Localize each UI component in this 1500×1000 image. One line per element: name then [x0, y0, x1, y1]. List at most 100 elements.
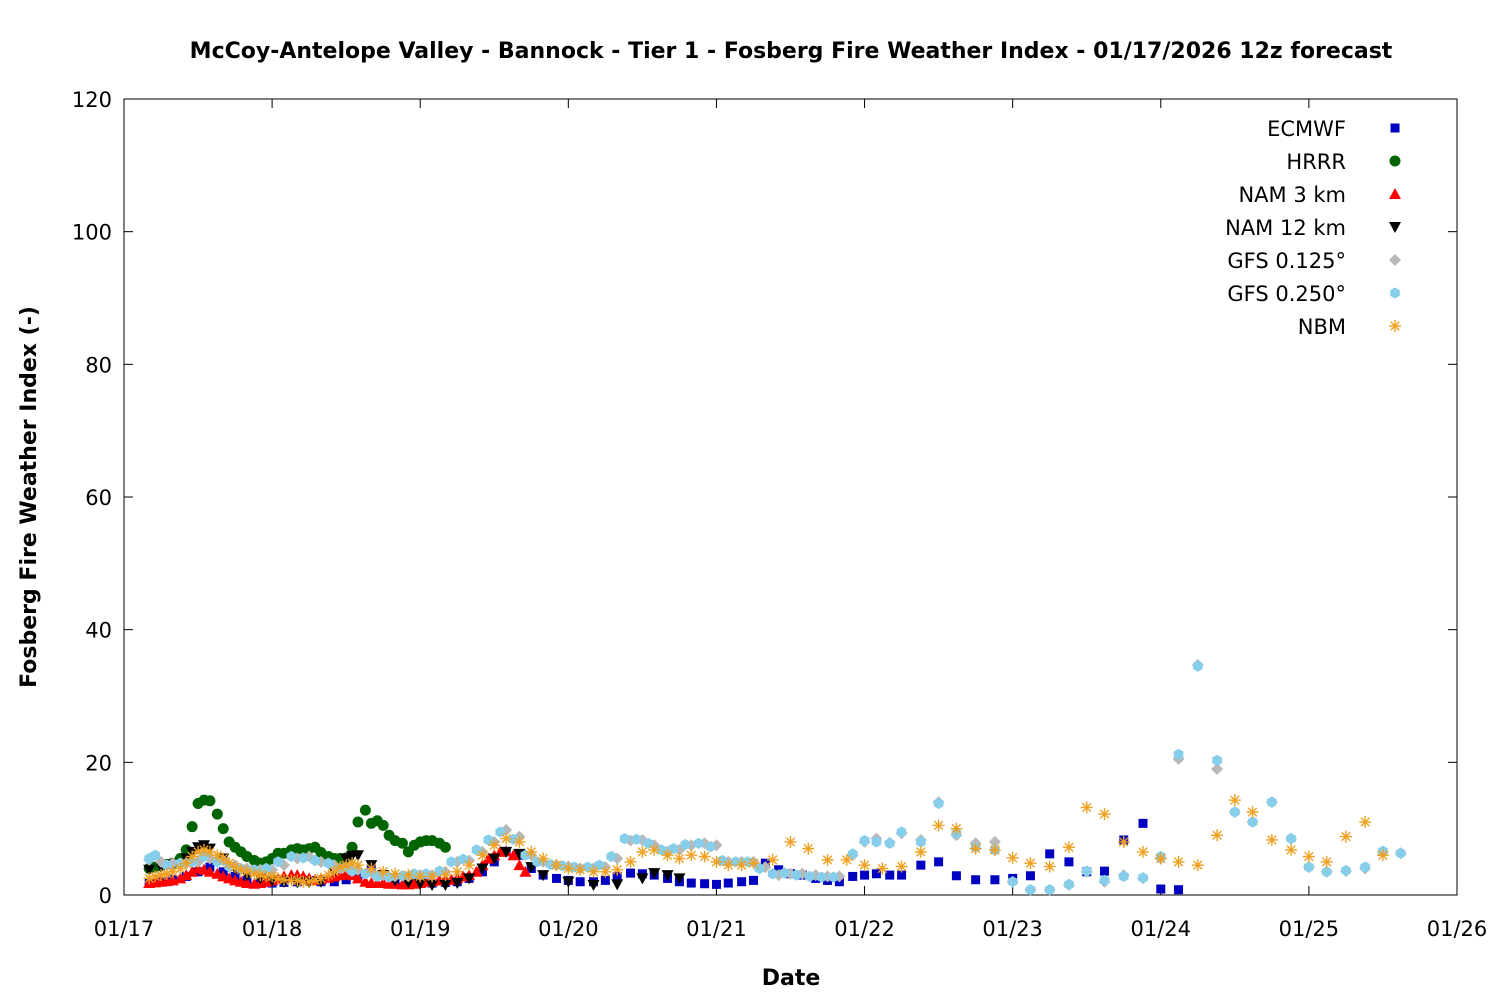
data-point — [414, 878, 427, 890]
data-point — [211, 808, 223, 820]
data-point — [884, 837, 895, 849]
legend-label: NAM 3 km — [1238, 183, 1346, 207]
data-point — [1304, 861, 1314, 873]
data-point — [396, 837, 408, 849]
data-point — [519, 865, 532, 877]
data-point — [680, 839, 691, 851]
data-point — [174, 872, 187, 884]
data-point — [273, 856, 283, 868]
data-point — [711, 879, 721, 889]
data-point — [346, 841, 358, 853]
data-point — [722, 859, 735, 872]
data-point — [562, 876, 575, 888]
x-tick-label: 01/18 — [242, 917, 303, 941]
data-point — [352, 872, 365, 884]
data-point — [1064, 857, 1074, 867]
data-point — [186, 865, 199, 877]
data-point — [737, 877, 747, 887]
data-point — [1043, 860, 1056, 873]
data-point — [500, 846, 513, 858]
data-point — [1007, 876, 1018, 888]
data-point — [451, 865, 464, 878]
data-point — [1395, 847, 1406, 859]
data-point — [1267, 796, 1277, 808]
data-point — [1138, 818, 1148, 828]
data-point — [686, 878, 696, 888]
data-point — [969, 842, 982, 855]
data-point — [1360, 861, 1370, 873]
data-point — [197, 843, 210, 856]
data-point — [1173, 748, 1184, 760]
data-point — [600, 875, 610, 885]
data-point — [186, 850, 199, 863]
data-point — [767, 868, 778, 880]
y-tick-label: 20 — [85, 751, 112, 775]
data-point — [860, 870, 870, 880]
data-point — [537, 870, 550, 882]
x-tick-label: 01/24 — [1131, 917, 1192, 941]
y-axis: 0 20 40 60 80 100 120 — [72, 88, 1457, 908]
data-point — [950, 822, 963, 835]
data-point — [507, 849, 520, 861]
data-point — [766, 853, 779, 866]
data-point — [723, 878, 733, 888]
data-point — [1230, 806, 1240, 818]
data-point — [186, 821, 198, 833]
data-point — [619, 833, 630, 845]
data-point — [217, 823, 229, 835]
legend-label: HRRR — [1286, 150, 1346, 174]
data-point — [372, 870, 383, 882]
legend-marker — [1390, 123, 1400, 133]
data-point — [352, 859, 365, 872]
x-tick-label: 01/21 — [686, 917, 747, 941]
data-point — [426, 880, 439, 892]
data-point — [446, 856, 457, 868]
data-point — [951, 871, 961, 881]
data-point — [990, 875, 1000, 885]
data-point — [784, 835, 797, 848]
y-tick-label: 40 — [85, 619, 112, 643]
data-point — [1098, 808, 1111, 821]
data-point — [821, 853, 834, 866]
series-nbm — [143, 794, 1389, 888]
data-point — [700, 879, 710, 889]
data-point — [203, 865, 216, 877]
y-tick-label: 80 — [85, 353, 112, 377]
y-tick-label: 120 — [72, 88, 112, 112]
data-point — [310, 854, 320, 867]
data-point — [1174, 885, 1184, 895]
data-point — [1006, 851, 1019, 864]
data-point — [871, 836, 882, 848]
data-point — [612, 871, 622, 881]
data-point — [611, 879, 624, 891]
data-point — [562, 862, 575, 875]
data-point — [871, 869, 881, 879]
data-point — [329, 877, 339, 887]
data-point — [895, 860, 908, 873]
data-point — [698, 850, 711, 863]
data-point — [513, 835, 526, 848]
data-point — [1154, 852, 1167, 865]
x-tick-label: 01/17 — [94, 917, 155, 941]
data-point — [155, 869, 168, 882]
x-tick-label: 01/22 — [834, 917, 895, 941]
data-point — [1138, 872, 1148, 884]
x-axis-label: Date — [762, 966, 821, 991]
data-point — [1285, 843, 1298, 856]
data-point — [143, 864, 156, 876]
data-point — [705, 841, 716, 853]
data-point — [488, 839, 501, 852]
data-point — [551, 873, 561, 883]
data-point — [1118, 870, 1129, 882]
data-point — [235, 863, 248, 876]
data-point — [1211, 762, 1224, 775]
x-tick-label: 01/25 — [1279, 917, 1340, 941]
data-point — [932, 819, 945, 832]
data-point — [1044, 884, 1055, 896]
data-point — [439, 841, 451, 853]
data-point — [402, 869, 415, 882]
x-axis: 01/17 01/18 01/19 01/20 01/21 01/22 01/23 01/24… — [94, 99, 1487, 941]
data-point — [896, 826, 907, 838]
data-point — [1359, 816, 1372, 829]
